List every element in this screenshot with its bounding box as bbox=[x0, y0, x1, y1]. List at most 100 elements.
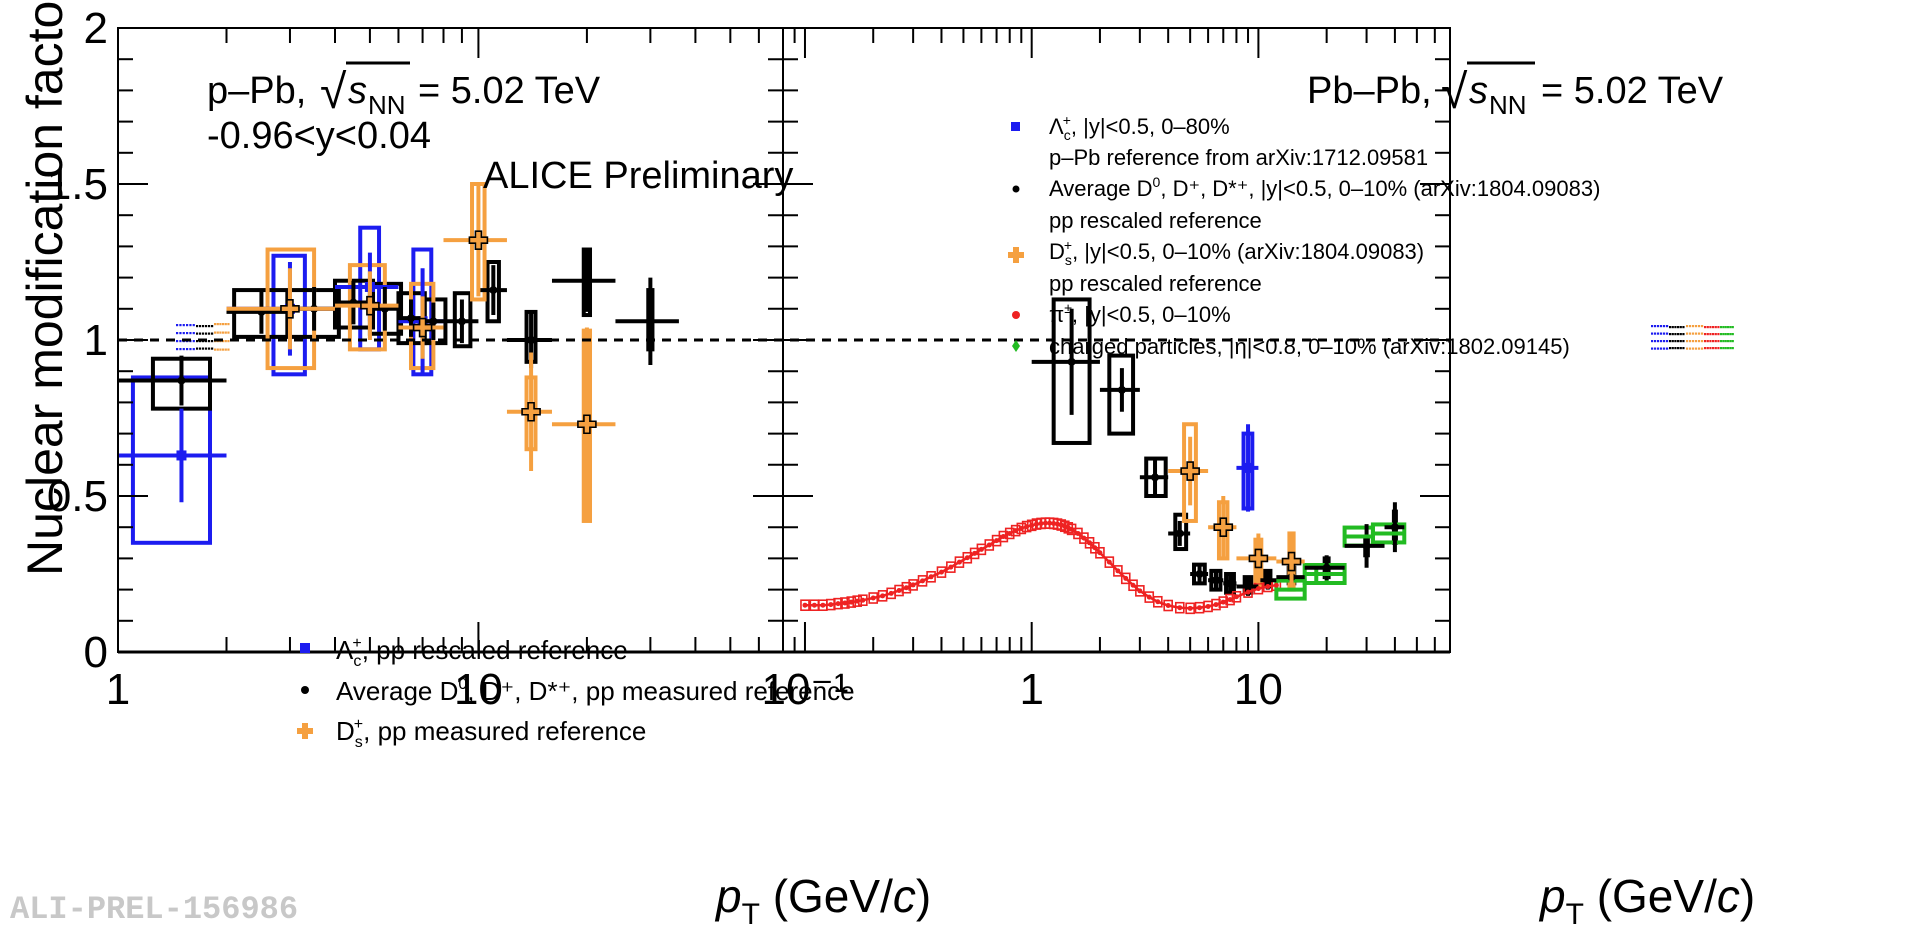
x-tick-label: 10 bbox=[454, 665, 503, 714]
norm-dot bbox=[1695, 347, 1698, 350]
norm-dot bbox=[227, 323, 230, 326]
legend-text: , D⁺, D*⁺, pp measured reference bbox=[467, 676, 854, 706]
norm-dot bbox=[1727, 347, 1730, 350]
norm-dot bbox=[1695, 340, 1698, 343]
cross-marker bbox=[1180, 461, 1200, 481]
norm-dot bbox=[1666, 325, 1669, 328]
data-point bbox=[1146, 594, 1152, 600]
norm-dot bbox=[1674, 326, 1677, 329]
data-point bbox=[1029, 522, 1035, 528]
norm-dot bbox=[186, 324, 189, 327]
norm-dot bbox=[1692, 325, 1695, 328]
pi-syst-box bbox=[1004, 527, 1015, 540]
right-x-axis-label: pT (GeV/c) bbox=[1538, 870, 1755, 928]
norm-dot bbox=[1729, 347, 1732, 350]
data-point bbox=[1038, 520, 1044, 526]
norm-dot bbox=[1660, 340, 1663, 343]
norm-dot bbox=[214, 348, 217, 351]
left-rapidity: -0.96<y<0.04 bbox=[207, 115, 431, 157]
norm-dot bbox=[205, 325, 208, 328]
data-point bbox=[1033, 521, 1039, 527]
data-point bbox=[1013, 528, 1019, 534]
legend-item-charged: charged particles, |η|<0.8, 0–10% (arXiv… bbox=[1049, 334, 1570, 359]
syst-box bbox=[271, 253, 307, 377]
pi-syst-box bbox=[908, 579, 918, 591]
norm-dot bbox=[1698, 332, 1701, 335]
data-point bbox=[828, 602, 834, 608]
norm-box-dave bbox=[1669, 326, 1685, 350]
norm-dot bbox=[202, 325, 205, 328]
norm-dot bbox=[1671, 347, 1674, 350]
data-point bbox=[1227, 597, 1233, 603]
norm-dot bbox=[1679, 326, 1682, 329]
pi-syst-box bbox=[991, 534, 1002, 547]
norm-dot bbox=[1682, 333, 1685, 336]
syst-box bbox=[130, 375, 213, 545]
left-header: p–Pb, √ s NN = 5.02 TeV -0.96<y<0.04 ALI… bbox=[207, 61, 793, 197]
data-point bbox=[1281, 551, 1302, 572]
data-point bbox=[820, 602, 826, 608]
norm-dot bbox=[1677, 347, 1680, 350]
norm-dot bbox=[1720, 340, 1723, 343]
norm-dot bbox=[1722, 340, 1725, 343]
x-tick-label: 10⁻¹ bbox=[762, 665, 849, 714]
pi-syst-box bbox=[901, 581, 912, 594]
data-point bbox=[1220, 599, 1226, 605]
norm-box-pi bbox=[1704, 326, 1720, 350]
norm-dot bbox=[1720, 333, 1723, 336]
pi-syst-box bbox=[969, 547, 980, 560]
data-point bbox=[920, 578, 926, 584]
norm-dot bbox=[1654, 340, 1657, 343]
norm-dot bbox=[214, 331, 217, 334]
pi-syst-box bbox=[926, 571, 936, 583]
norm-box-charged bbox=[1720, 326, 1734, 350]
data-point bbox=[1205, 603, 1211, 609]
right-header: Pb–Pb, √ s NN = 5.02 TeV bbox=[1307, 61, 1724, 120]
data-point bbox=[860, 597, 866, 603]
data-point bbox=[176, 450, 187, 461]
norm-dot bbox=[227, 348, 230, 351]
norm-dot bbox=[1666, 347, 1669, 350]
data-marks bbox=[118, 184, 1405, 611]
norm-dot bbox=[1682, 326, 1685, 329]
norm-dot bbox=[208, 332, 211, 335]
data-point bbox=[1273, 582, 1279, 588]
data-point bbox=[1024, 524, 1030, 530]
norm-dot bbox=[222, 348, 225, 351]
norm-dot bbox=[1727, 333, 1730, 336]
norm-dot bbox=[1677, 326, 1680, 329]
norm-dot bbox=[196, 340, 199, 343]
norm-dot bbox=[189, 348, 192, 351]
norm-dot bbox=[222, 340, 225, 343]
data-point bbox=[406, 314, 415, 323]
data-point bbox=[457, 317, 466, 326]
norm-dot bbox=[1714, 326, 1717, 329]
norm-dot bbox=[1709, 347, 1712, 350]
data-point bbox=[1180, 461, 1200, 481]
norm-dot bbox=[1717, 340, 1720, 343]
data-point bbox=[1263, 576, 1272, 585]
data-point bbox=[938, 569, 944, 575]
norm-dot bbox=[1669, 347, 1672, 350]
data-point bbox=[811, 602, 817, 608]
data-point bbox=[1226, 579, 1235, 588]
right-energy: = 5.02 TeV bbox=[1541, 70, 1724, 112]
alice-preliminary: ALICE Preliminary bbox=[483, 155, 793, 197]
data-point bbox=[582, 276, 591, 285]
norm-dot bbox=[1695, 325, 1698, 328]
systematic-boxes bbox=[130, 182, 1734, 615]
data-point bbox=[1155, 599, 1161, 605]
data-point bbox=[848, 599, 854, 605]
data-point bbox=[1000, 534, 1006, 540]
norm-dot bbox=[222, 323, 225, 326]
norm-dot bbox=[202, 347, 205, 350]
norm-dot bbox=[1701, 340, 1704, 343]
right-sqrt-sign: √ bbox=[1441, 66, 1468, 119]
data-point bbox=[1213, 517, 1234, 537]
legend-item-pi: π±, |y|<0.5, 0–10% bbox=[1049, 300, 1231, 327]
cross-marker bbox=[577, 414, 597, 435]
cross-marker bbox=[1213, 517, 1234, 537]
data-point bbox=[1117, 385, 1126, 394]
data-point bbox=[1051, 520, 1057, 526]
